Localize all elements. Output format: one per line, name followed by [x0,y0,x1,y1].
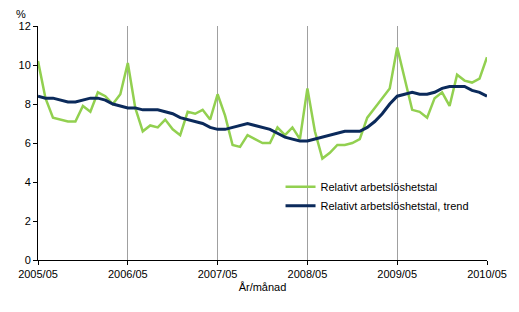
svg-text:2008/05: 2008/05 [288,268,328,280]
svg-text:%: % [16,8,26,20]
svg-text:Relativt arbetslöshetstal: Relativt arbetslöshetstal [321,181,438,193]
svg-text:2009/05: 2009/05 [377,268,417,280]
svg-text:Relativt arbetslöshetstal, tre: Relativt arbetslöshetstal, trend [321,200,469,212]
svg-text:8: 8 [25,98,31,110]
svg-text:År/månad: År/månad [239,281,287,293]
svg-text:4: 4 [25,176,31,188]
svg-text:10: 10 [19,59,31,71]
svg-text:0: 0 [25,254,31,266]
svg-text:2010/05: 2010/05 [467,268,507,280]
svg-text:2007/05: 2007/05 [198,268,238,280]
svg-text:2: 2 [25,215,31,227]
svg-text:2006/05: 2006/05 [108,268,148,280]
svg-text:6: 6 [25,137,31,149]
svg-text:2005/05: 2005/05 [18,268,58,280]
svg-text:12: 12 [19,20,31,32]
